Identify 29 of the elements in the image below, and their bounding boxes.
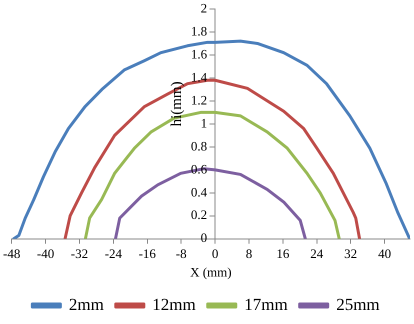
x-tick-label: 24 (310, 246, 324, 262)
legend-label: 17mm (244, 294, 288, 314)
y-tick-label: 1.6 (190, 46, 208, 62)
y-tick-label: 0 (200, 230, 208, 246)
y-axis-title: hi(mm) (168, 81, 185, 126)
legend-label: 12mm (152, 294, 196, 314)
x-tick-label: -48 (2, 246, 20, 262)
x-tick-label: 16 (276, 246, 290, 262)
legend-label: 2mm (68, 294, 104, 314)
y-tick-label: 1.2 (190, 92, 208, 108)
y-tick-label: 1 (200, 115, 208, 130)
x-tick-label: -32 (70, 246, 88, 262)
x-tick-label: 8 (246, 246, 252, 262)
x-tick-label: -8 (176, 246, 187, 262)
x-tick-label: 32 (344, 246, 358, 262)
x-tick-label: -24 (104, 246, 123, 262)
y-tick-label: 0.2 (190, 207, 208, 222)
y-tick-label: 0.4 (190, 184, 208, 200)
y-tick-label: 0.6 (190, 161, 208, 176)
y-tick-label: 2 (200, 0, 208, 16)
y-tick-label: 1.4 (190, 69, 208, 84)
legend-label: 25mm (336, 294, 380, 314)
y-tick-label: 1.8 (190, 23, 208, 38)
x-tick-label: 0 (212, 246, 218, 262)
x-tick-label: 40 (378, 246, 392, 262)
x-axis-title: X (mm) (190, 264, 232, 280)
x-tick-label: -16 (138, 246, 156, 262)
y-tick-label: 0.8 (190, 138, 208, 154)
x-tick-label: -40 (36, 246, 54, 262)
